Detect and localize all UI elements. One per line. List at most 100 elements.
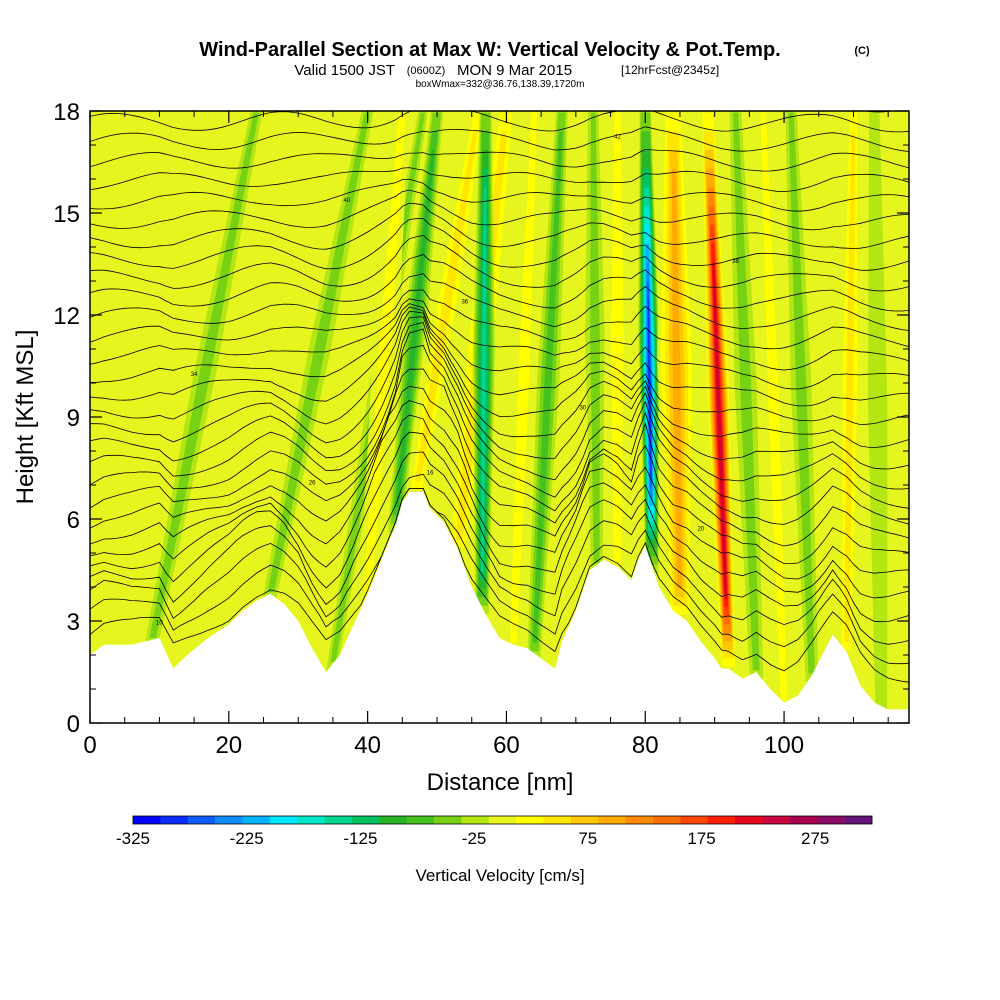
x-tick-label: 20	[215, 732, 242, 759]
colorbar-swatch	[516, 816, 544, 824]
theta-contour	[90, 202, 909, 250]
velocity-cell	[291, 111, 387, 628]
colorbar-swatch	[653, 816, 681, 824]
x-tick-label: 0	[83, 732, 96, 759]
velocity-cell	[267, 112, 371, 593]
colorbar-frame	[132, 815, 873, 825]
theta-contour	[90, 344, 909, 509]
theta-contour	[90, 451, 909, 623]
y-tick-label: 9	[67, 405, 80, 432]
colorbar-swatch	[680, 816, 709, 824]
velocity-cell	[844, 131, 856, 642]
forecast-info: [12hrFcst@2345z]	[621, 63, 719, 77]
theta-contour	[90, 400, 909, 565]
colorbar-tick-label: -325	[116, 829, 150, 848]
theta-contour	[90, 322, 909, 470]
theta-contour	[90, 178, 909, 212]
velocity-cell	[713, 281, 727, 591]
velocity-cell	[228, 111, 345, 625]
velocity-cell	[647, 299, 652, 480]
theta-contour-labels: 10 16 20 26 30 34 36 38 40 42	[156, 135, 739, 627]
theta-contour	[90, 254, 909, 312]
velocity-band	[729, 111, 764, 679]
velocity-cell	[180, 111, 304, 662]
colorbar-swatch	[461, 816, 490, 824]
theta-label: 38	[732, 259, 739, 265]
theta-contour	[90, 189, 909, 231]
theta-label: 10	[156, 621, 163, 627]
x-tick-label: 100	[764, 732, 804, 759]
colorbar-swatch	[434, 816, 462, 824]
y-tick-label: 0	[67, 711, 80, 738]
velocity-cell	[760, 112, 788, 701]
colorbar: -325 -225 -125 -25 75 175 275	[116, 815, 873, 848]
colorbar-swatch	[269, 816, 298, 824]
theta-label: 30	[579, 406, 586, 412]
x-axis: 0 20 40 60 80 100	[83, 111, 889, 759]
theta-contour	[90, 126, 909, 152]
x-tick-label: 80	[632, 732, 659, 759]
colorbar-swatch	[817, 816, 845, 824]
colorbar-swatch	[625, 816, 654, 824]
x-tick-label: 60	[493, 732, 520, 759]
y-tick-label: 12	[53, 303, 80, 330]
theta-contour	[90, 488, 909, 683]
theta-contour	[90, 473, 909, 645]
y-tick-label: 3	[67, 609, 80, 636]
velocity-band	[111, 111, 179, 652]
velocity-cell	[510, 112, 537, 644]
colorbar-swatch	[379, 816, 407, 824]
y-axis-label: Height [Kft MSL]	[12, 330, 39, 505]
colorbar-swatch	[160, 816, 189, 824]
theta-contour	[90, 328, 909, 490]
velocity-band	[785, 111, 819, 683]
velocity-cell	[149, 112, 259, 638]
velocity-cell	[732, 112, 760, 671]
theta-label: 20	[697, 526, 704, 532]
colorbar-swatch	[133, 816, 161, 824]
theta-label: 26	[309, 481, 316, 487]
velocity-band	[228, 111, 345, 625]
colorbar-swatch	[215, 816, 243, 824]
chart-title: Wind-Parallel Section at Max W: Vertical…	[199, 39, 780, 61]
y-tick-label: 18	[53, 99, 80, 126]
theta-contours	[90, 111, 909, 683]
theta-contour	[90, 385, 909, 547]
plot-area: 10 16 20 26 30 34 36 38 40 42	[89, 110, 910, 724]
theta-label: 16	[427, 470, 434, 476]
colorbar-swatch	[762, 816, 791, 824]
colorbar-swatch	[789, 816, 818, 824]
valid-date: MON 9 Mar 2015	[457, 62, 572, 79]
theta-contour	[90, 289, 909, 350]
colorbar-swatch	[570, 816, 599, 824]
theta-contour	[90, 234, 909, 292]
velocity-cell	[111, 111, 179, 652]
velocity-cell	[481, 187, 486, 572]
velocity-cell	[671, 168, 682, 589]
y-tick-label: 15	[53, 201, 80, 228]
colorbar-tick-label: 175	[687, 829, 715, 848]
velocity-band	[180, 111, 304, 662]
theta-label: 40	[343, 198, 350, 204]
theta-contour	[90, 316, 909, 449]
theta-label: 42	[614, 135, 621, 141]
velocity-band	[868, 111, 888, 713]
velocity-band	[757, 111, 791, 710]
colorbar-swatch	[297, 816, 325, 824]
theta-contour	[90, 431, 909, 599]
x-tick-label: 40	[354, 732, 381, 759]
copyright-mark: (C)	[854, 45, 870, 57]
colorbar-swatch	[324, 816, 353, 824]
theta-contour	[90, 167, 909, 192]
velocity-band	[291, 111, 387, 628]
velocity-cell	[868, 111, 888, 713]
velocity-band	[657, 111, 696, 623]
theta-contour	[90, 111, 909, 133]
theta-contour	[90, 306, 909, 407]
velocity-band	[638, 111, 660, 574]
colorbar-swatch	[187, 816, 216, 824]
velocity-field	[111, 111, 888, 713]
valid-line: Valid 1500 JST (0600Z) MON 9 Mar 2015 [1…	[294, 62, 719, 79]
theta-contour	[90, 310, 909, 426]
